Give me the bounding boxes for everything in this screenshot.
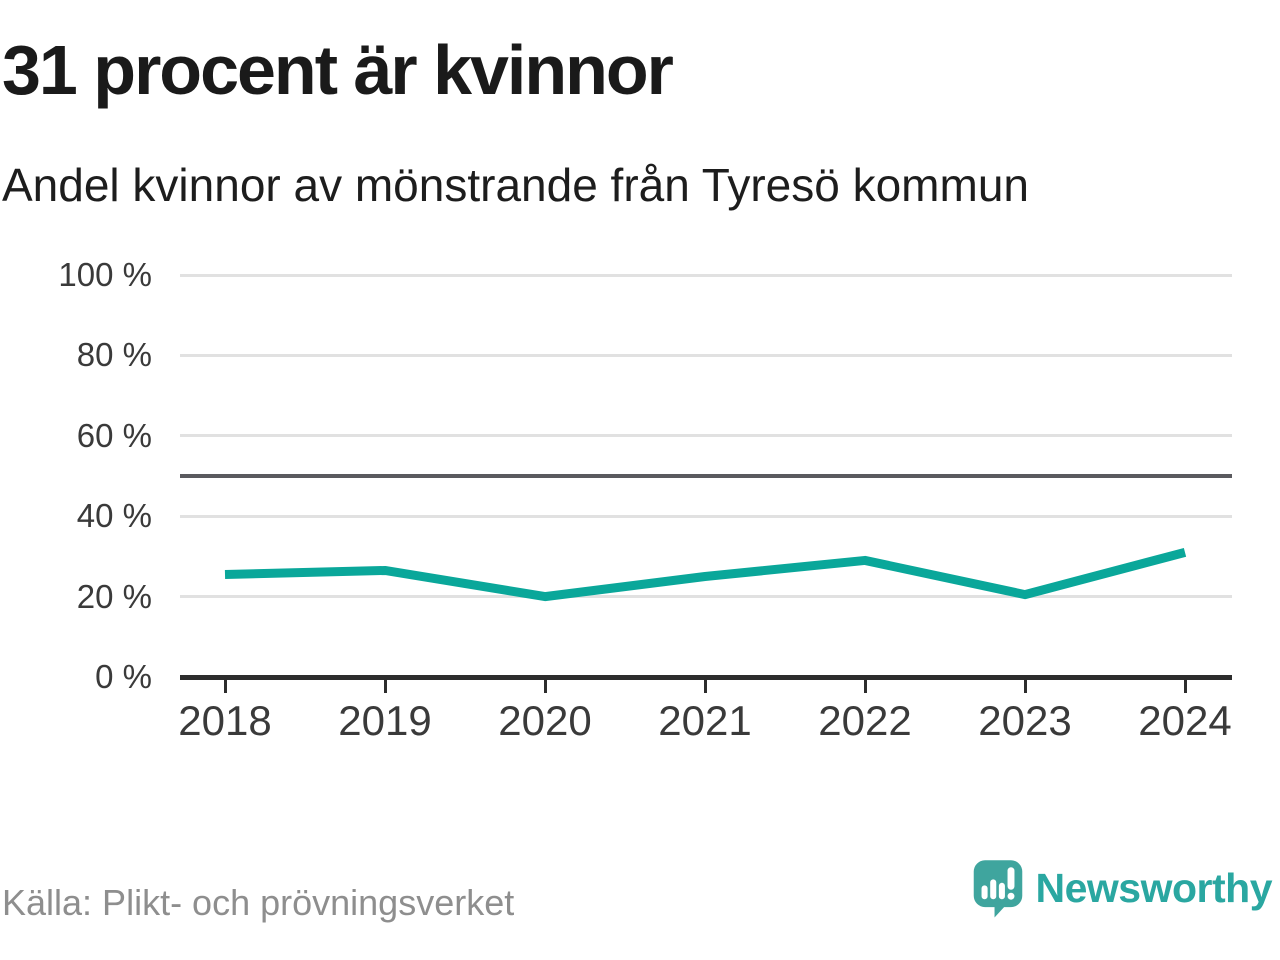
x-tick-label-2023: 2023 <box>978 697 1072 744</box>
x-tick-label-2018: 2018 <box>178 697 272 744</box>
x-tick-2023 <box>1023 679 1027 693</box>
x-tick-2019 <box>383 679 387 693</box>
x-tick-2021 <box>703 679 707 693</box>
newsworthy-logo-text: Newsworthy <box>1035 864 1273 911</box>
gridline-20 <box>180 595 1232 599</box>
y-tick-label-0: 0 % <box>95 658 152 695</box>
x-tick-2020 <box>543 679 547 693</box>
chart-subtitle: Andel kvinnor av mönstrande från Tyresö … <box>2 159 1029 211</box>
x-tick-2018 <box>223 679 227 693</box>
newsworthy-logo-icon <box>973 860 1022 918</box>
x-tick-label-2024: 2024 <box>1138 697 1232 744</box>
x-tick-2022 <box>863 679 867 693</box>
gridline-40 <box>180 514 1232 518</box>
y-tick-label-80: 80 % <box>76 336 152 374</box>
x-tick-label-2021: 2021 <box>658 697 752 744</box>
data-line-svg <box>224 548 1187 602</box>
x-axis-line <box>180 674 1232 680</box>
x-tick-2024 <box>1183 679 1187 693</box>
x-tick-label-2019: 2019 <box>338 697 432 744</box>
y-tick-label-40: 40 % <box>76 497 152 535</box>
y-tick-label-100: 100 % <box>58 256 152 293</box>
y-tick-label-20: 20 % <box>76 577 152 615</box>
x-tick-label-2020: 2020 <box>498 697 592 744</box>
gridline-80 <box>180 353 1232 357</box>
newsworthy-logo: Newsworthy <box>972 858 1273 918</box>
y-tick-label-60: 60 % <box>76 416 152 454</box>
gridline-60 <box>180 434 1232 438</box>
chart-title: 31 procent är kvinnor <box>2 31 674 109</box>
gridline-100 <box>180 273 1232 277</box>
source-note: Källa: Plikt- och prövningsverket <box>2 882 515 923</box>
x-tick-label-2022: 2022 <box>818 697 912 744</box>
reference-line-50 <box>180 474 1232 478</box>
series-line <box>224 548 1187 602</box>
